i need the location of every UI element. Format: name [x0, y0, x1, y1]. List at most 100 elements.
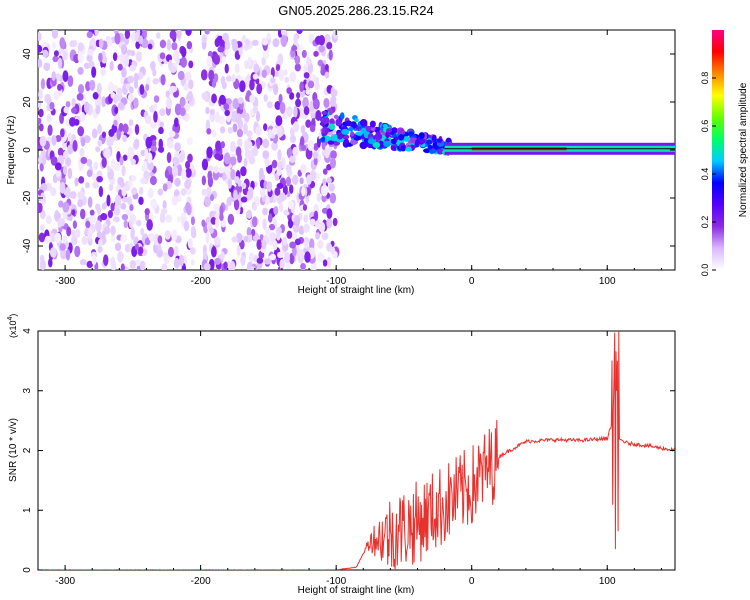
spectrogram-blob: [259, 234, 264, 241]
colorbar-ticks: 0.0 0.2 0.4 0.6 0.8: [700, 72, 716, 276]
spectrogram-blob: [65, 157, 72, 167]
snr-panel: -300 -200 -100 0 100 0 1 2 3 4 Height of straigh…: [7, 314, 676, 596]
spectrogram-blob: [185, 160, 191, 170]
spectrogram-blob: [123, 55, 130, 68]
spectrogram-blob: [201, 34, 208, 44]
spectrogram-blob: [71, 209, 76, 216]
spectrogram-blob: [129, 204, 134, 211]
spectrogram-blob: [138, 35, 144, 45]
spectrogram-blob: [134, 259, 142, 267]
spectrogram-blob: [374, 132, 383, 141]
spectrogram-blob: [237, 138, 243, 148]
spectrogram-blob: [330, 246, 336, 255]
spectrogram-blob: [259, 187, 266, 198]
spectrogram-blob: [205, 232, 210, 244]
spectrogram-blob: [341, 128, 349, 135]
spectrogram-blob: [106, 165, 111, 173]
spectrogram-blob: [150, 145, 157, 152]
spectrogram-blob: [277, 251, 284, 259]
spectrogram-blob: [312, 98, 320, 110]
spectrogram-blob: [185, 30, 192, 37]
spectrogram-blob: [159, 212, 166, 224]
spectrogram-blob: [57, 57, 63, 70]
spectrogram-blob: [201, 219, 206, 228]
spectrogram-blob: [436, 148, 444, 155]
spectrogram-blob: [94, 30, 99, 37]
spectrogram-blob: [139, 186, 144, 195]
spectrogram-blob: [91, 66, 97, 78]
spectrogram-blob: [237, 118, 243, 131]
spectrogram-blob: [147, 161, 154, 171]
spectrogram-blob: [224, 48, 229, 56]
spectrogram-blob: [52, 55, 59, 63]
spectrogram-blob: [62, 150, 69, 159]
spectrogram-blob: [224, 109, 230, 117]
spectrogram-blob: [306, 174, 312, 185]
spectrogram-blob: [49, 101, 55, 110]
spectrogram-blob: [118, 122, 124, 132]
spectrogram-blob: [275, 63, 281, 72]
spectrogram-blob: [127, 92, 134, 103]
spectrogram-blob: [405, 146, 412, 152]
spectrogram-blob: [293, 105, 298, 118]
top-x-axis: -300 -200 -100 0 100: [55, 30, 662, 287]
spectrogram-blob: [71, 107, 77, 114]
spectrogram-blob: [38, 123, 44, 132]
spectrogram-blob: [53, 50, 59, 57]
spectrogram-blob: [272, 83, 279, 95]
spectrogram-blob: [87, 48, 94, 56]
spectrogram-blob: [303, 214, 309, 223]
spectrogram-blob: [296, 92, 301, 99]
spectrogram-blob: [50, 186, 57, 197]
spectrogram-blob: [201, 175, 206, 186]
spectrogram-blob: [279, 258, 285, 270]
spectrogram-blob: [240, 196, 248, 203]
spectrogram-blob: [153, 243, 159, 254]
spectrogram-blob: [302, 97, 309, 109]
spectrogram-blob: [208, 69, 215, 81]
spectrogram-blob: [256, 83, 263, 95]
spectrogram-blob: [313, 156, 318, 166]
spectrogram-blob: [213, 54, 221, 65]
spectrogram-blob: [112, 52, 118, 62]
spectrogram-blob: [250, 265, 255, 270]
spectrogram-blob: [313, 142, 319, 151]
spectrogram-blob: [98, 38, 104, 49]
spectrogram-blob: [329, 99, 336, 107]
spectrogram-blob: [83, 101, 90, 113]
spectrogram-blob: [213, 73, 219, 83]
spectrogram-blob: [168, 130, 176, 138]
spectrogram-blob: [214, 257, 221, 265]
spectrogram-blob: [300, 263, 306, 270]
spectrogram-blob: [278, 202, 284, 213]
spectrogram-blob: [256, 137, 261, 149]
spectrogram-blob: [163, 254, 170, 265]
spectrogram-blob: [252, 73, 259, 80]
spectrogram-blob: [122, 123, 129, 134]
spectrogram-blob: [207, 170, 213, 181]
spectrogram-blob: [223, 152, 231, 165]
spectrogram-blob: [271, 127, 278, 136]
spectrogram-blob: [231, 38, 238, 47]
spectrogram-blob: [326, 256, 332, 268]
spectrogram-blob: [262, 38, 269, 46]
spectrogram-blob: [289, 134, 297, 144]
spectrogram-blob: [100, 213, 108, 221]
spectrogram-blob: [240, 166, 247, 177]
spectrogram-blob: [114, 32, 121, 45]
spectrogram-blob: [144, 208, 150, 216]
spectrogram-blob: [204, 30, 210, 35]
spectrogram-blob: [166, 152, 172, 164]
spectrogram-blob: [179, 96, 186, 108]
spectrogram-blob: [169, 65, 177, 74]
spectrogram-blob: [121, 165, 126, 177]
spectrogram-blob: [174, 142, 181, 152]
spectrogram-blob: [313, 50, 319, 57]
spectrogram-blob: [247, 56, 252, 67]
spectrogram-blob: [107, 81, 115, 94]
spectrogram-blob: [286, 87, 292, 94]
spectrogram-blob: [231, 236, 238, 243]
spectrogram-cells: [38, 30, 675, 270]
